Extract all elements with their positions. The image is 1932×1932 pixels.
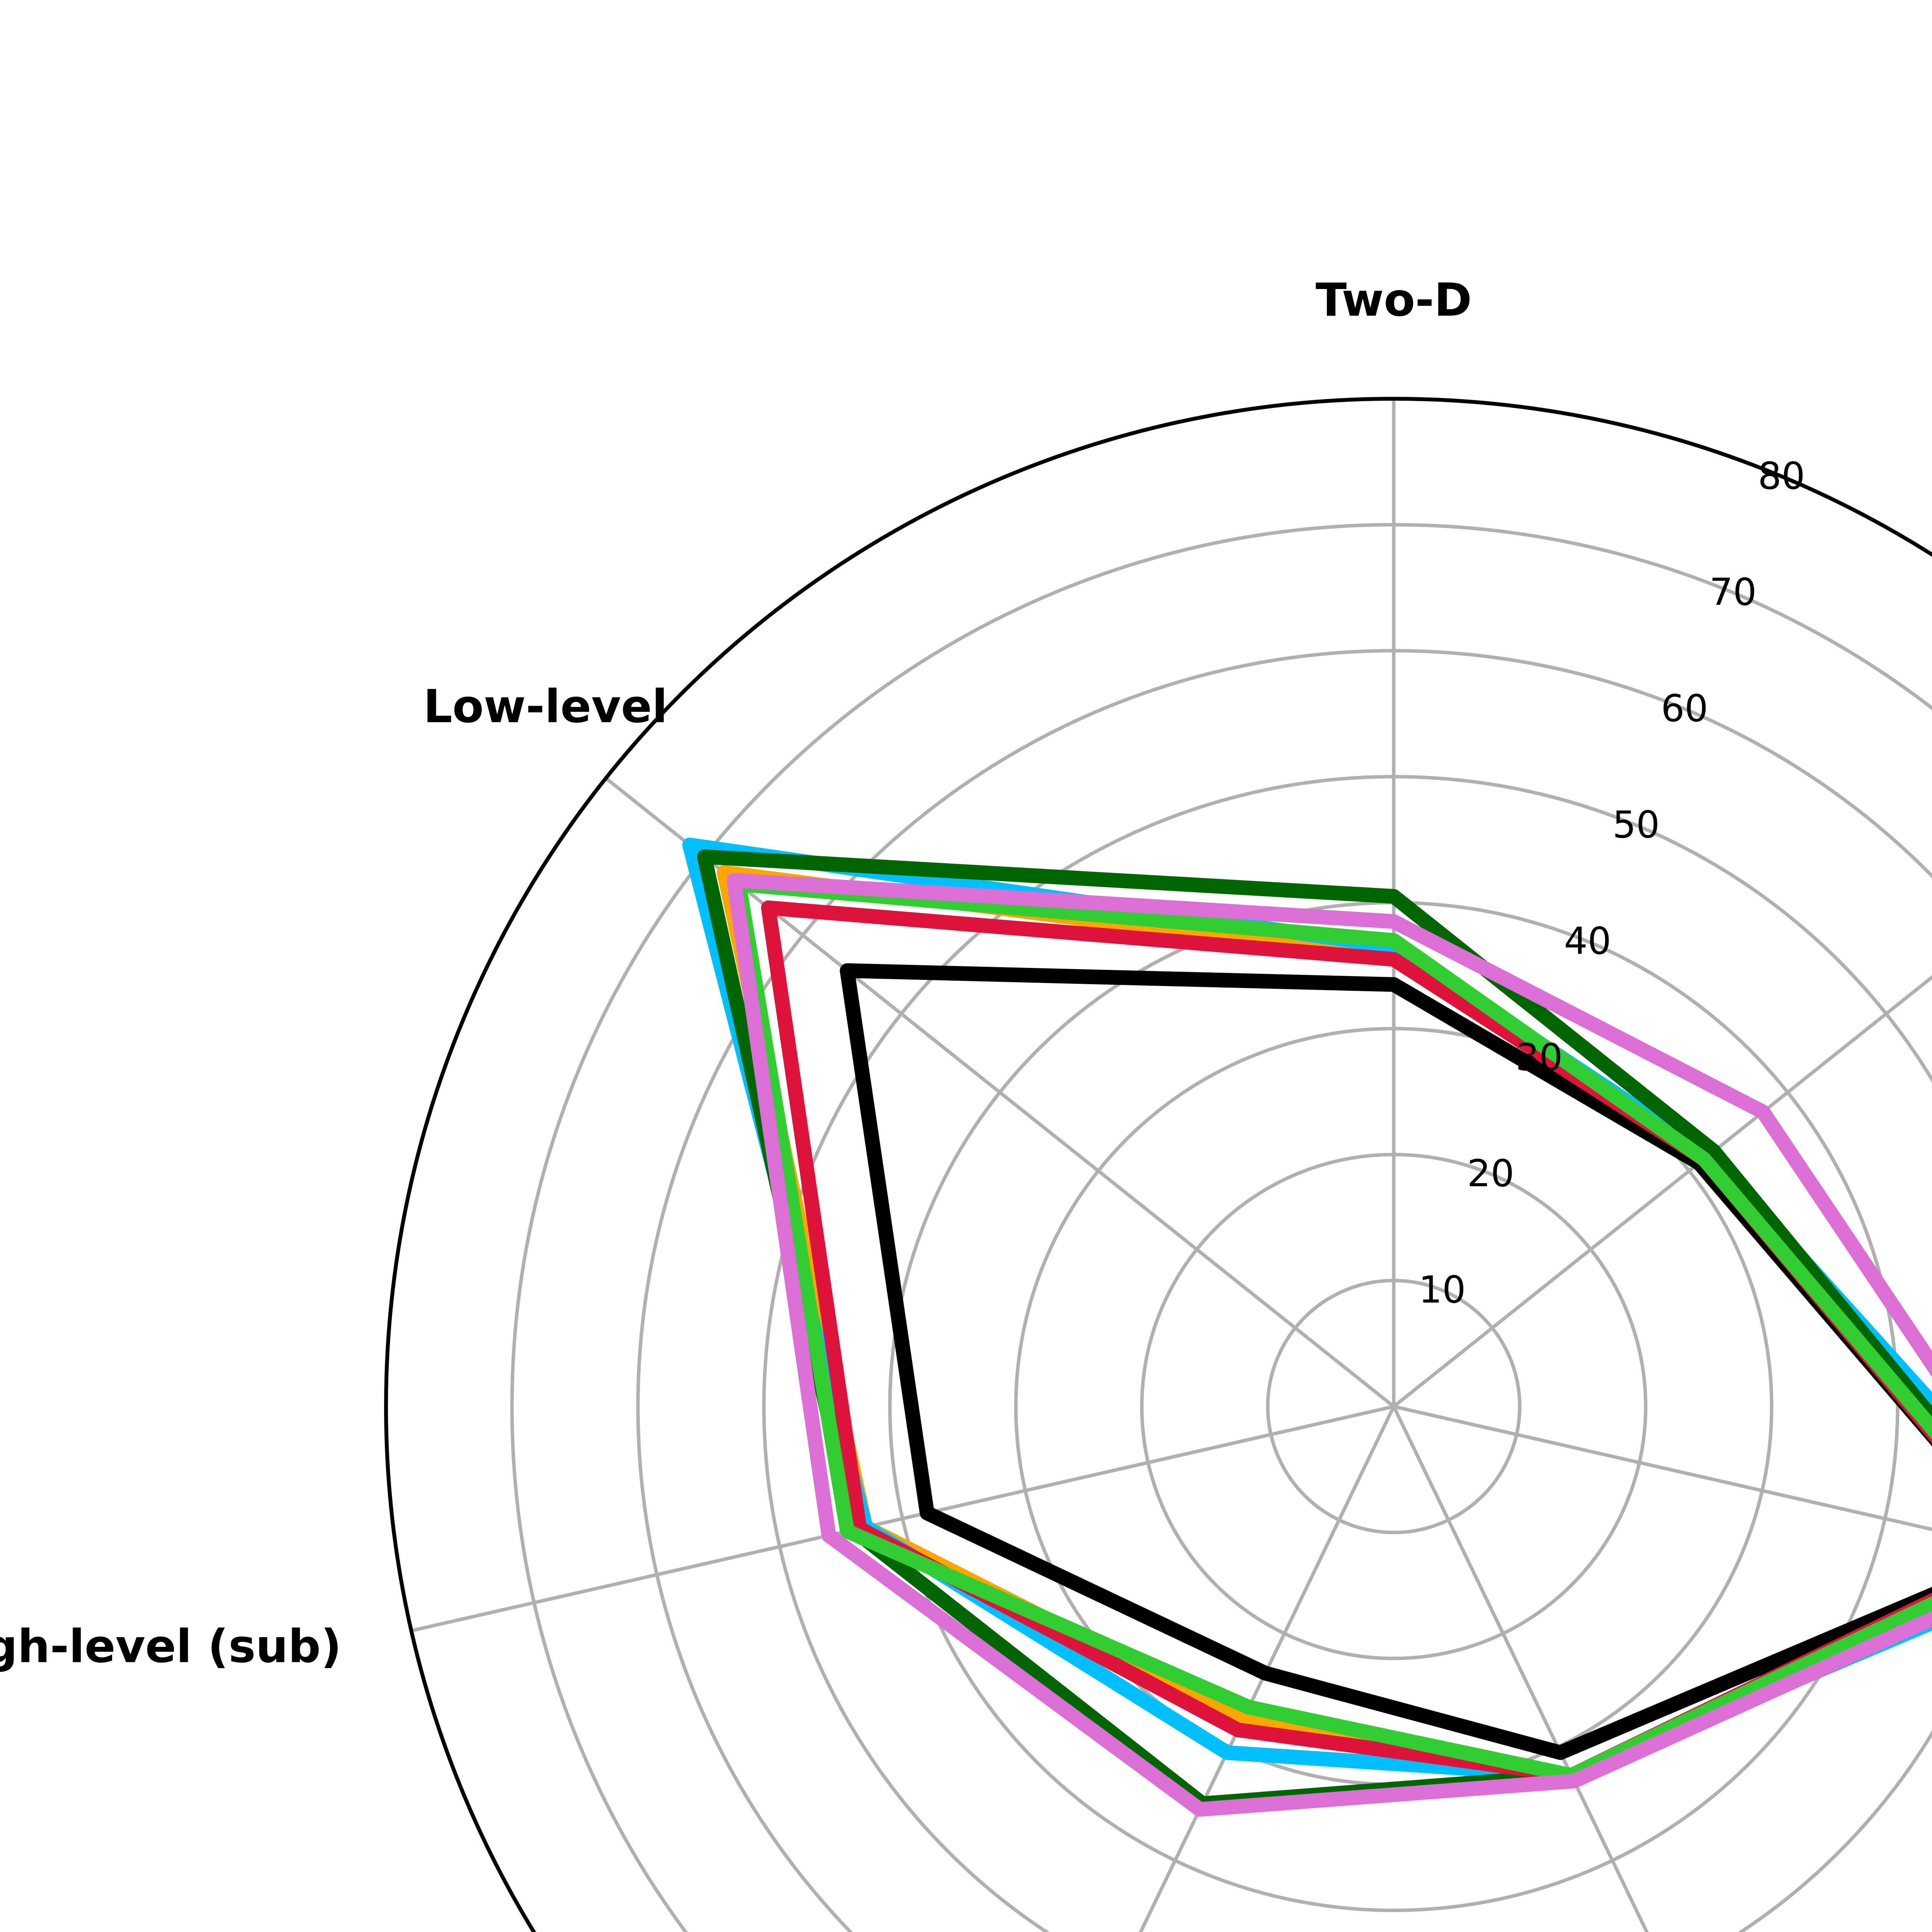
radial-tick-60: 60	[1661, 687, 1708, 730]
axis-label-low-level: Low-level	[423, 680, 668, 733]
axis-spoke-high-level-obj	[1139, 1406, 1396, 1932]
radial-tick-50: 50	[1612, 803, 1660, 847]
axis-spoke-continuous	[1393, 1405, 1932, 1531]
outer-boundary	[384, 397, 1932, 1932]
series-lines	[682, 837, 1932, 1817]
radial-tick-20: 20	[1467, 1152, 1514, 1195]
radial-tick-30: 30	[1515, 1036, 1563, 1079]
axis-spoke-high-level-sub	[411, 1405, 1395, 1633]
radial-tick-80: 80	[1758, 454, 1805, 498]
axis-label-two-d: Two-D	[1316, 273, 1472, 327]
axis-spoke-three-d	[1393, 975, 1932, 1408]
radial-tick-labels: 10 20 30 40 50 60 70 80	[1418, 454, 1805, 1311]
series-ccot	[697, 849, 1932, 1811]
series-qg-coc	[726, 873, 1932, 1817]
series-cocot	[731, 877, 1932, 1783]
axis-spoke-discrete	[1392, 1406, 1649, 1932]
series-ddcot	[761, 900, 1932, 1783]
radial-tick-40: 40	[1564, 919, 1611, 963]
outer-ring	[384, 397, 1932, 1932]
radial-tick-70: 70	[1709, 571, 1757, 614]
radial-tick-10: 10	[1418, 1268, 1466, 1311]
axis-label-high-level-sub: High-level (sub)	[0, 1620, 342, 1673]
axis-category-labels: Two-DThree-DContinuousDiscreteHigh-level…	[0, 273, 1472, 1673]
